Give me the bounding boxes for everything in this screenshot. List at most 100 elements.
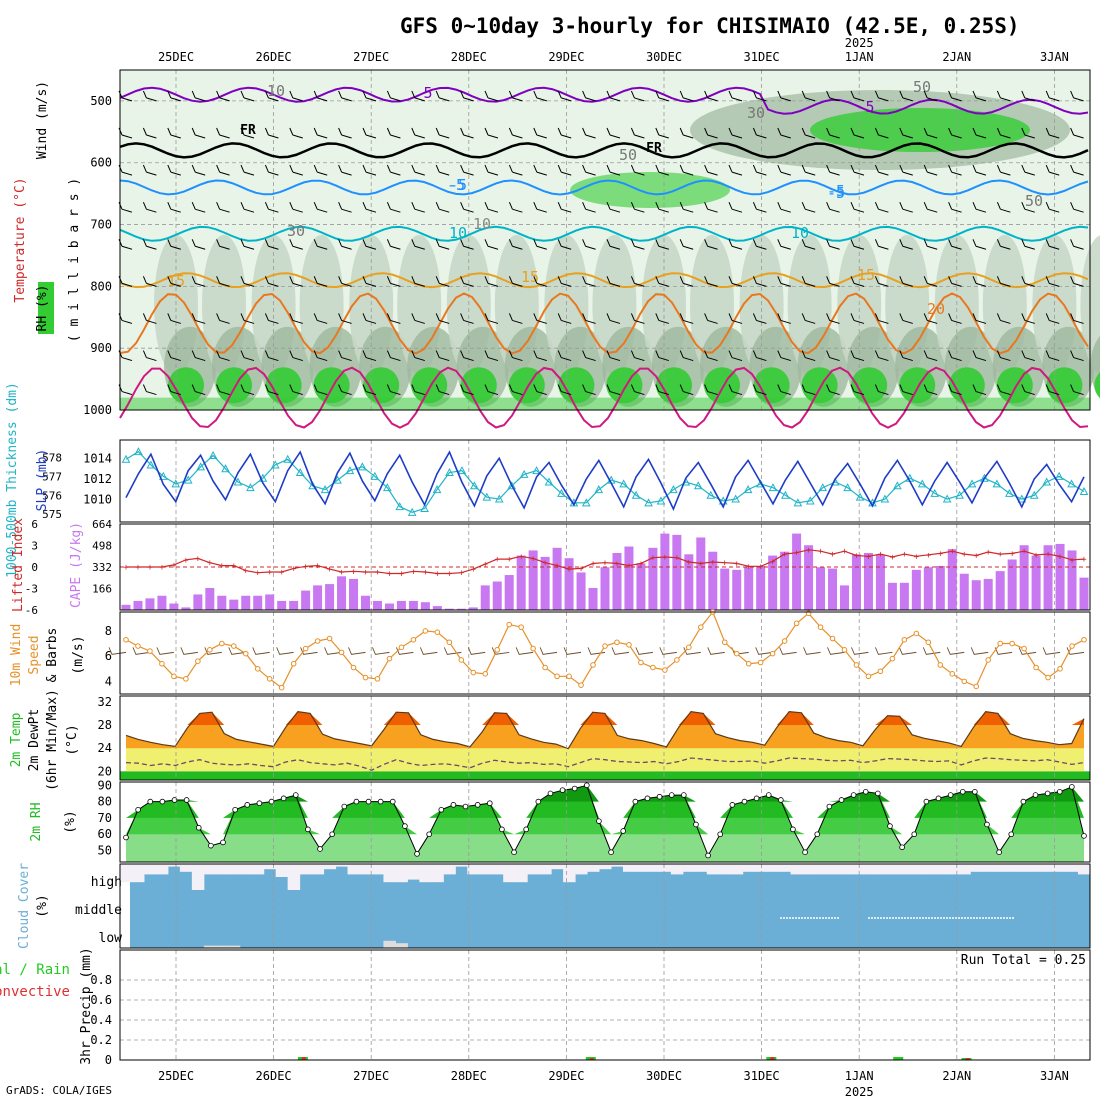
rh2m-point [329,831,335,838]
cloud-high-bar [658,864,672,872]
cloud-high-bar [563,864,576,883]
thickness-point [669,485,678,494]
li-point: + [339,568,345,578]
rh2m-point [317,846,323,852]
temp-band-low [120,771,1090,780]
contour-label: 10 [791,224,809,242]
wind-barb-10m [395,647,414,655]
cloud-high-bar [1066,864,1079,872]
wind-barb-10m [874,647,893,655]
wind-barb [801,90,816,102]
thickness-tick: 577 [42,470,62,483]
wind-barb [630,164,645,176]
wind-barb [386,239,401,250]
wind-speed-point [123,636,129,643]
wind-barb [1070,201,1084,213]
pressure-axis-label: ( m i l l i b a r s ) [67,178,82,342]
wind-speed-point [650,664,656,671]
wind-barb [435,90,450,102]
wind-barb-10m [156,647,174,655]
wind-barb [630,239,645,250]
cape-bar [480,585,490,610]
rh2m-point [135,806,141,813]
cloud-high-bar [634,864,648,872]
rh-moist-shading [1094,372,1100,399]
wind-barb-10m [324,647,342,655]
cloud-high-bar [994,864,1007,872]
cloud-high-bar [1018,864,1031,872]
li-point: + [471,565,477,575]
cape-bar [576,572,586,610]
wind-barb [1021,90,1035,102]
wind-barb [704,201,718,213]
wind-speed-point [159,660,165,667]
wind-barb [411,313,425,324]
precip-legend-convective: Convective [0,984,70,1000]
slp-line [125,450,1085,511]
precip-total-bar [893,1057,904,1060]
cape-bar [887,582,897,610]
wind-barb [191,276,206,287]
li-point: + [495,555,501,565]
wind-barb-10m [827,647,845,655]
wind-speed-point [865,673,872,680]
slp-tick: 1012 [83,472,112,486]
wind-barb [948,276,962,287]
wind-barb [484,276,499,287]
wind-barb [996,201,1011,213]
wind-barb [606,127,621,139]
wind-barb [826,276,840,287]
wind-barb-10m [922,647,941,655]
wind-barb [411,384,425,396]
wind-barb [972,90,987,102]
thickness-point [955,490,964,499]
contour-label: -5 [449,176,467,194]
li-point: + [423,568,429,578]
thickness-point [370,471,380,480]
wind-frame [119,611,1091,695]
wind-speed-point [278,684,285,691]
rh-moist-shading [120,397,1090,410]
year-label-bottom: 2025 [845,1085,874,1099]
rh2m-point [717,831,724,838]
cape-bar [947,549,957,610]
wind-barb-10m [563,647,582,655]
wind-barb [850,384,865,396]
wind-barb [752,164,767,176]
wind-barb [142,90,157,102]
li-point: + [806,546,812,556]
wind-barb [460,350,474,362]
rh2m-point [972,788,978,795]
rh2m-axis-label-1: 2m RH [29,802,44,841]
wind-barb [533,90,547,102]
wind-barb [874,201,889,213]
wind-speed-point [1069,643,1075,649]
rh2m-point [292,792,299,798]
wind-barb [191,90,206,102]
wind-speed-point [566,673,572,680]
cloud-high-bar [347,864,361,875]
wind-barb [1070,350,1084,362]
wind-barb-10m [300,647,318,655]
li-point: + [459,569,465,579]
isotherm--5 [119,86,1089,115]
cape-bar [133,600,143,610]
rh2m-point [280,795,287,802]
cloud-level-label: low [99,931,123,946]
cloud-high-bar [443,864,456,875]
wind-barb [240,350,255,362]
wind-barb [996,276,1011,287]
cloud-high-bar [802,864,816,875]
thickness-point [818,483,828,492]
cloud-high-bar [323,864,337,870]
wind-speed-point [578,682,584,688]
wind-barb [728,350,743,362]
contour-label: 20 [927,300,945,318]
rh2m-point [584,782,590,789]
temperature-legend: Temperature (°C) [13,177,28,302]
contour-label: -5 [827,184,845,202]
li-point: + [1021,547,1027,557]
thickness-point [805,496,815,505]
rh-moist-shading [851,367,888,404]
wind-barb [557,384,572,396]
